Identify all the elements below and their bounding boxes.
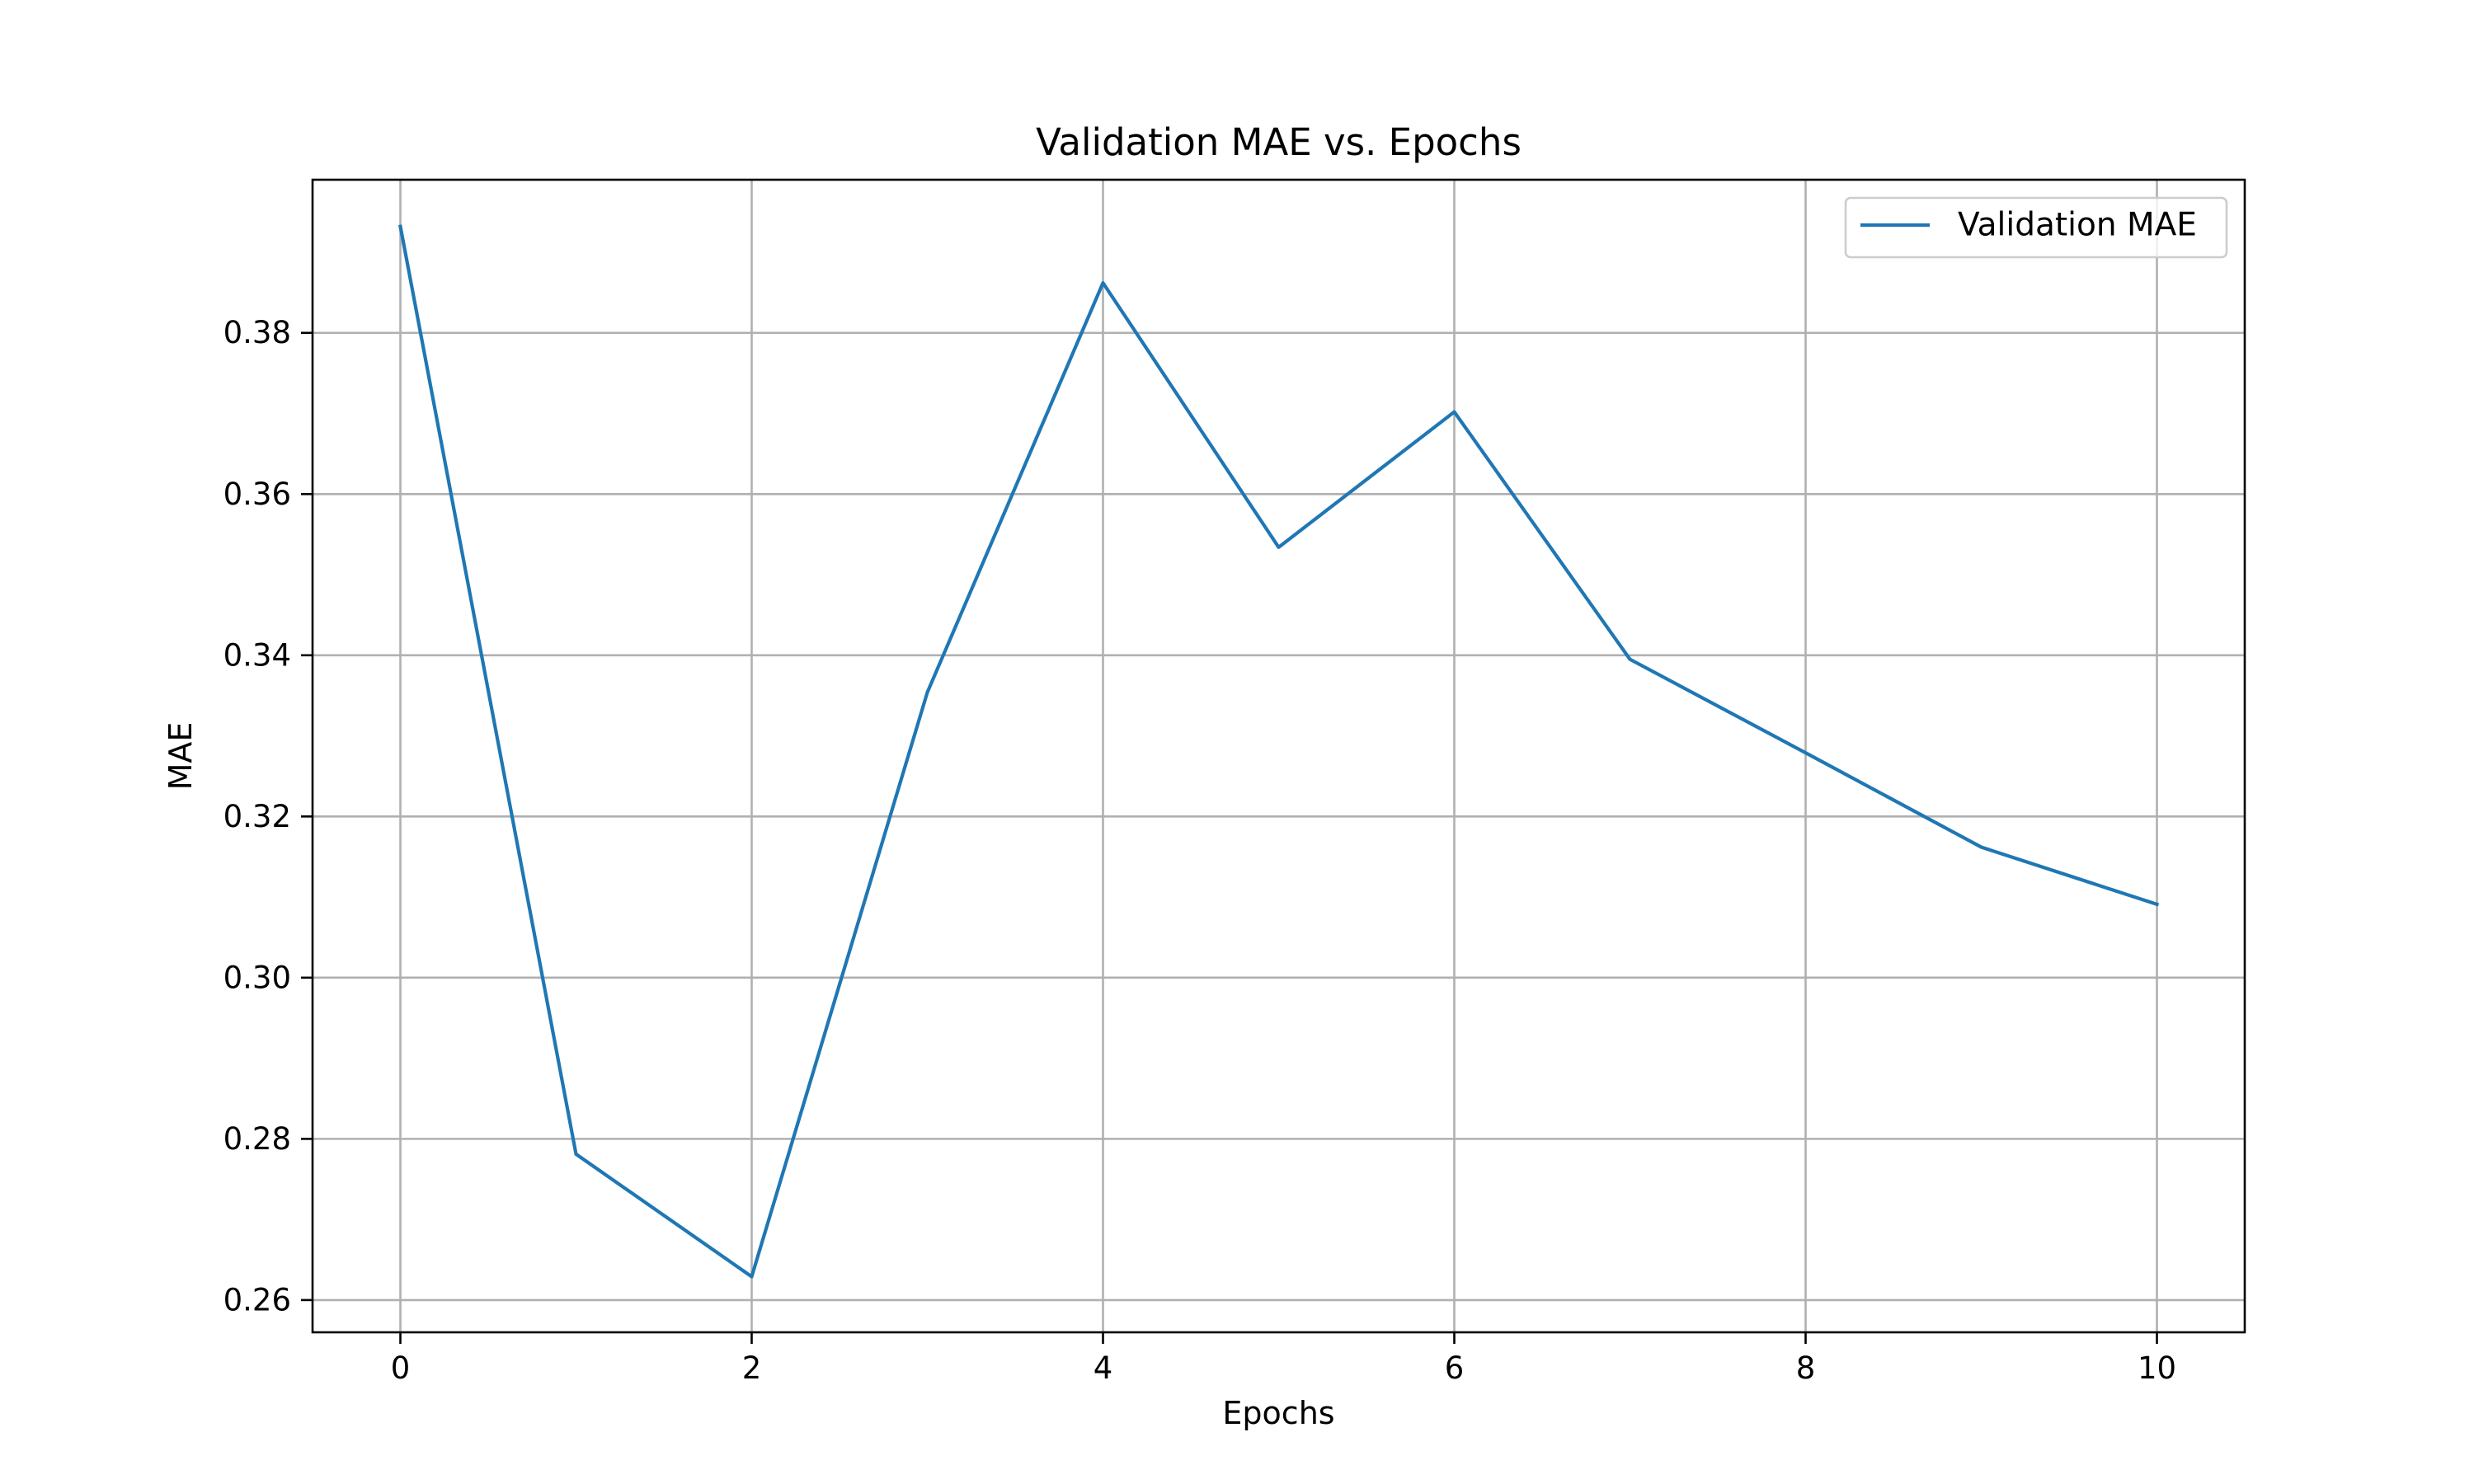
x-tick-label: 4 <box>1094 1350 1113 1386</box>
legend-label-validation-mae: Validation MAE <box>1958 207 2197 244</box>
chart-title: Validation MAE vs. Epochs <box>1036 120 1522 164</box>
x-tick-label: 8 <box>1796 1350 1816 1386</box>
y-tick-label: 0.38 <box>223 315 291 350</box>
y-tick-label: 0.32 <box>223 799 291 834</box>
series-layer <box>398 224 2160 1279</box>
y-tick-label: 0.28 <box>223 1121 291 1157</box>
legend-box <box>1844 196 2228 259</box>
y-tick-label: 0.36 <box>223 477 291 512</box>
y-axis-label: MAE <box>162 722 199 791</box>
y-tick-label: 0.34 <box>223 637 291 673</box>
x-axis-label: Epochs <box>1222 1395 1334 1431</box>
y-tick-label: 0.30 <box>223 960 291 995</box>
x-tick-label: 0 <box>391 1350 411 1386</box>
x-tick-label: 2 <box>742 1350 762 1386</box>
x-tick-label: 6 <box>1445 1350 1465 1386</box>
x-tick-label: 10 <box>2138 1350 2176 1386</box>
plot-frame <box>311 178 2246 1334</box>
y-tick-label: 0.26 <box>223 1282 291 1317</box>
legend: Validation MAE <box>1844 196 2228 259</box>
ticks: 0 2 4 6 8 10 0.26 0.28 0.30 0.32 0.34 0.36 0.38 <box>223 315 2176 1386</box>
